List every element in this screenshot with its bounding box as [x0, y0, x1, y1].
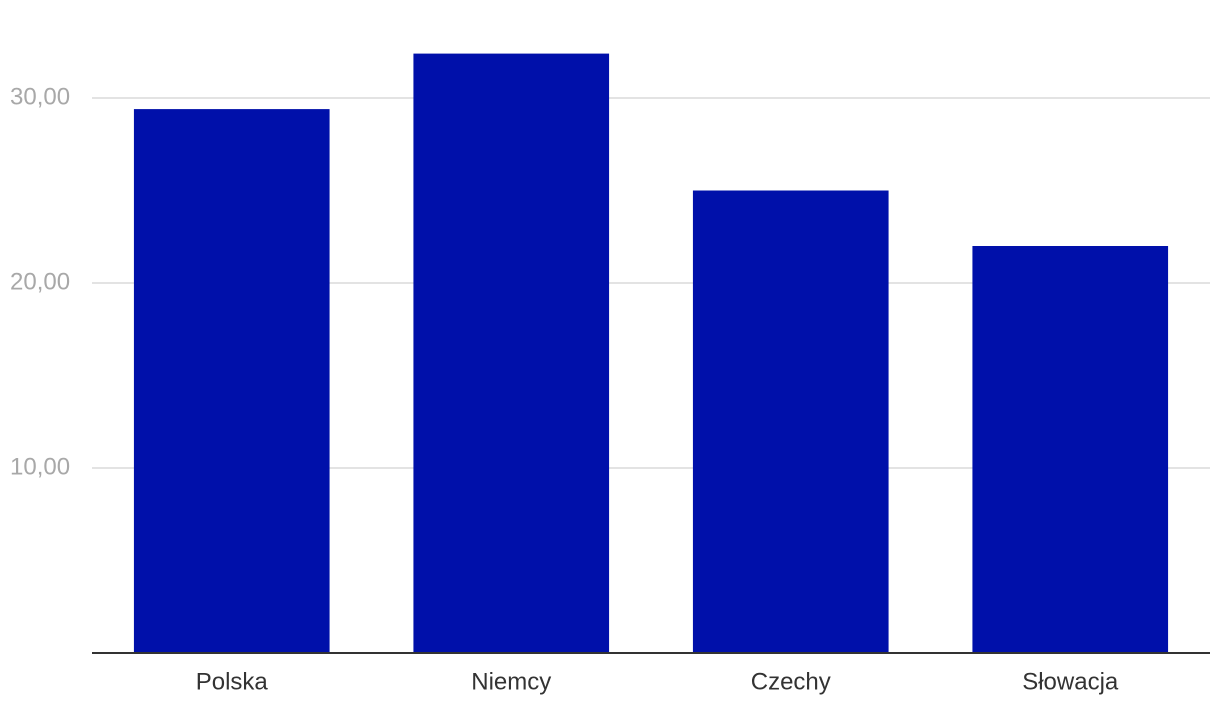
bar: [413, 53, 610, 654]
x-tick-label: Słowacja: [1022, 668, 1119, 695]
y-tick-label: 10,00: [10, 453, 70, 480]
bar: [972, 246, 1169, 653]
y-tick-label: 20,00: [10, 268, 70, 295]
bar: [133, 109, 330, 654]
y-tick-label: 30,00: [10, 83, 70, 110]
bar: [692, 190, 889, 653]
x-tick-label: Czechy: [751, 668, 831, 695]
x-tick-label: Niemcy: [471, 668, 551, 695]
x-tick-label: Polska: [196, 668, 269, 695]
